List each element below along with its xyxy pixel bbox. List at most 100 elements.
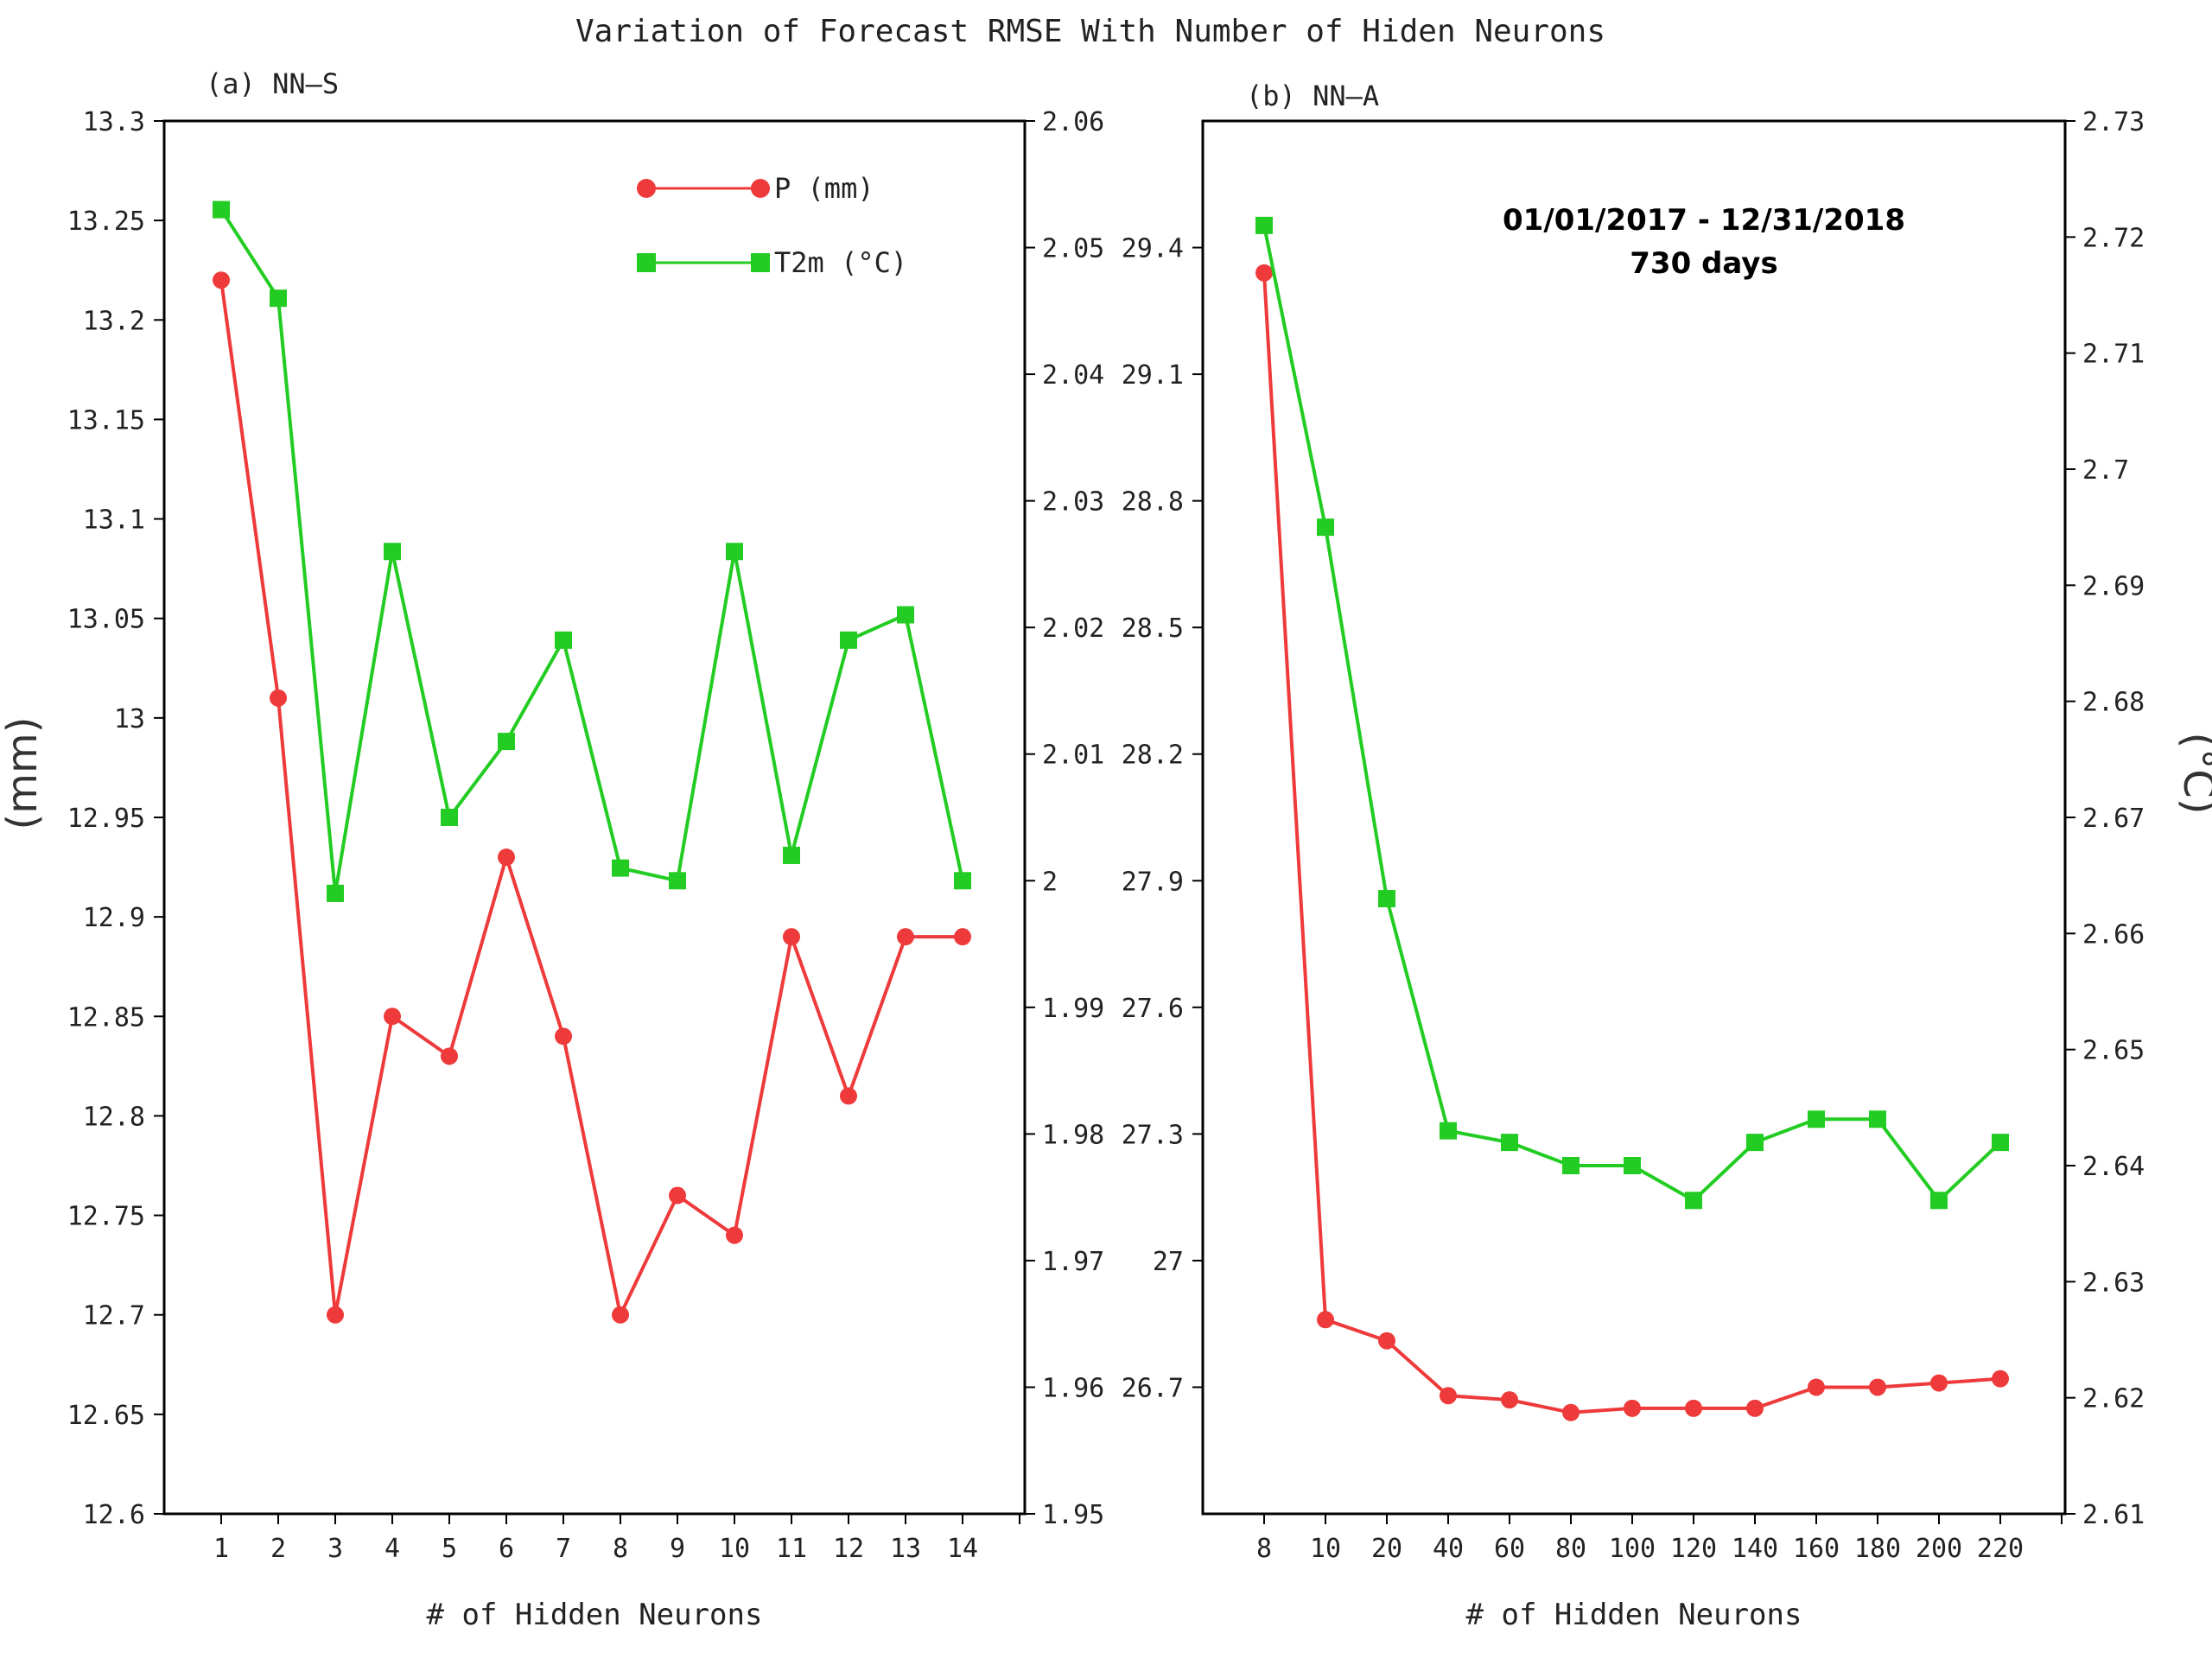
series-t-point — [1930, 1192, 1948, 1210]
y-right-tick-label: 2.05 — [1042, 234, 1104, 264]
y-left-tick-label: 13.25 — [67, 207, 145, 237]
series-p-point — [213, 271, 230, 289]
y-right-tick-label: 2.02 — [1042, 613, 1104, 644]
series-t-point — [327, 884, 344, 902]
y-left-tick-label: 28.2 — [1122, 741, 1184, 771]
y-left-tick-label: 26.7 — [1122, 1373, 1184, 1403]
date-range-annotation: 01/01/2017 - 12/31/2018 — [1503, 203, 1905, 238]
x-tick-label: 1 — [213, 1534, 229, 1564]
y-right-tick-label: 2.71 — [2082, 340, 2145, 370]
legend: P (mm) T2m (°C) — [637, 172, 907, 279]
y-left-tick-label: 13 — [114, 704, 145, 734]
x-tick-label: 8 — [613, 1534, 628, 1564]
series-p-point — [669, 1186, 686, 1205]
x-tick-label: 40 — [1433, 1534, 1464, 1564]
y-left-tick-label: 13.15 — [67, 405, 145, 435]
x-axis-label: # of Hidden Neurons — [427, 1598, 763, 1632]
series-t-point — [498, 733, 515, 751]
x-tick-label: 14 — [947, 1534, 978, 1564]
y-left-tick-label: 12.6 — [83, 1500, 145, 1530]
series-p-point — [1685, 1399, 1702, 1417]
y-right-tick-label: 2.72 — [2082, 223, 2145, 253]
y-right-tick-label: 2.73 — [2082, 107, 2145, 137]
series-p-point — [1562, 1403, 1580, 1421]
y-right-tick-label: 2.64 — [2082, 1152, 2145, 1182]
x-tick-label: 3 — [327, 1534, 343, 1564]
y-right-tick-label: 2.65 — [2082, 1036, 2145, 1066]
x-tick-label: 5 — [442, 1534, 457, 1564]
y-right-tick-label: 1.98 — [1042, 1120, 1104, 1150]
y-left-tick-label: 27.3 — [1122, 1120, 1184, 1150]
y-left-tick-label: 29.1 — [1122, 360, 1184, 391]
y-right-tick-label: 2.61 — [2082, 1500, 2145, 1530]
y-right-tick-label: 2.63 — [2082, 1268, 2145, 1298]
y-right-tick-label: 2.04 — [1042, 360, 1104, 391]
series-p-point — [897, 928, 914, 946]
plot-frame — [1201, 119, 2067, 1516]
series-t-point — [783, 846, 800, 864]
y-right-tick-label: 1.96 — [1042, 1373, 1104, 1403]
x-axis-label: # of Hidden Neurons — [1466, 1598, 1802, 1632]
y-left-tick-label: 12.8 — [83, 1102, 145, 1132]
y-right-tick-label: 2.67 — [2082, 804, 2145, 834]
x-tick-label: 220 — [1977, 1534, 2024, 1564]
x-tick-label: 180 — [1854, 1534, 1901, 1564]
x-tick-label: 140 — [1732, 1534, 1778, 1564]
series-t-point — [1624, 1157, 1641, 1174]
y-left-tick-label: 12.85 — [67, 1002, 145, 1033]
series-p-point — [840, 1087, 857, 1105]
series-t-point — [1992, 1134, 2009, 1152]
series-t-point — [840, 631, 857, 649]
series-p-point — [498, 849, 515, 867]
x-tick-label: 20 — [1371, 1534, 1402, 1564]
series-p-line — [1262, 272, 2001, 1414]
series-p-point — [270, 689, 287, 707]
y-right-tick-label: 1.95 — [1042, 1500, 1104, 1530]
series-t-point — [555, 631, 572, 649]
x-tick-label: 160 — [1793, 1534, 1840, 1564]
series-p-point — [954, 928, 971, 946]
series-p-point — [327, 1306, 344, 1324]
y-left-tick-label: 12.7 — [83, 1301, 145, 1332]
y-left-tick-label: 12.95 — [67, 804, 145, 834]
series-p-point — [1869, 1378, 1886, 1396]
x-tick-label: 2 — [270, 1534, 286, 1564]
series-p-point — [1624, 1399, 1641, 1417]
series-t-point — [954, 872, 971, 890]
panel-b: (b) NN–A 26.7 27 27.3 27.6 27.9 28.2 28.5 28.8 29… — [1122, 79, 2145, 1632]
series-p-point — [555, 1027, 572, 1046]
x-tick-label: 4 — [385, 1534, 400, 1564]
series-p-point — [1378, 1332, 1395, 1350]
y-left-tick-label: 27.6 — [1122, 994, 1184, 1024]
y-left-tick-label: 29.4 — [1122, 234, 1184, 264]
y-left-tick-label: 13.1 — [83, 505, 145, 536]
legend-p-marker-left — [637, 179, 656, 198]
series-p-point — [1501, 1391, 1518, 1409]
series-t-point — [897, 606, 914, 624]
series-p-point — [1255, 264, 1273, 282]
series-t-point — [384, 543, 401, 561]
series-p-point — [783, 928, 800, 946]
y-left-tick-label: 12.75 — [67, 1202, 145, 1232]
y-left-tick-label: 28.8 — [1122, 487, 1184, 518]
series-t-line — [219, 208, 964, 895]
y-right-tick-label: 2.62 — [2082, 1384, 2145, 1414]
series-t-point — [1808, 1110, 1825, 1128]
legend-t-marker-left — [637, 253, 656, 272]
series-t-line — [1262, 225, 2002, 1203]
x-tick-label: 100 — [1609, 1534, 1656, 1564]
y-left-tick-label: 27.9 — [1122, 867, 1184, 897]
series-t-point — [726, 543, 743, 561]
series-t-point — [669, 872, 686, 890]
y-left-tick-label: 13.2 — [83, 306, 145, 336]
series-t-point — [1746, 1134, 1764, 1152]
x-tick-label: 10 — [719, 1534, 750, 1564]
panel-label: (b) NN–A — [1246, 79, 1379, 112]
x-tick-label: 8 — [1256, 1534, 1272, 1564]
x-tick-label: 9 — [670, 1534, 685, 1564]
series-p-point — [384, 1007, 401, 1026]
series-t-point — [1440, 1122, 1457, 1140]
x-tick-label: 6 — [499, 1534, 514, 1564]
x-tick-label: 200 — [1916, 1534, 1962, 1564]
